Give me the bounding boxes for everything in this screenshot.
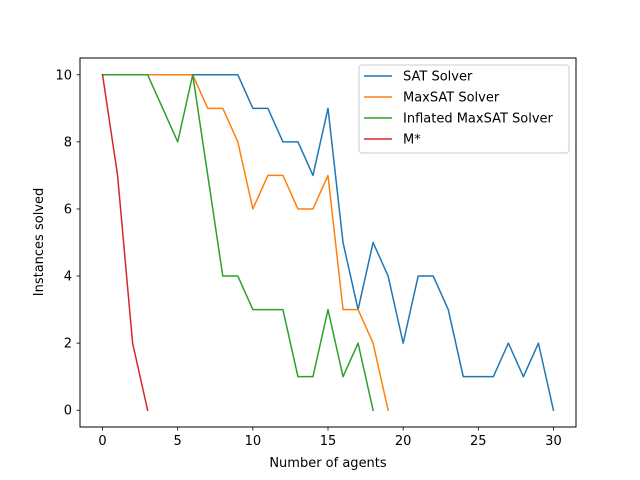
- series-layer: [101, 73, 555, 412]
- x-axis-ticks: 0 5 10 15 20 25 30: [98, 427, 562, 449]
- legend-label-3: M*: [403, 133, 421, 148]
- x-tick-label: 0: [98, 434, 106, 449]
- x-tick-label: 25: [470, 434, 487, 449]
- legend-box: [358, 64, 570, 154]
- x-axis-label: Number of agents: [269, 456, 387, 471]
- x-tick-label: 5: [174, 434, 182, 449]
- y-tick-label: 6: [64, 202, 72, 217]
- y-axis-label: Instances solved: [32, 188, 47, 296]
- legend-label-2: Inflated MaxSAT Solver: [403, 112, 554, 127]
- series-line-1: [101, 74, 390, 412]
- legend-label-0: SAT Solver: [403, 70, 473, 85]
- y-tick-label: 4: [64, 270, 72, 285]
- y-tick-label: 8: [64, 135, 72, 150]
- series-line-2: [101, 74, 374, 412]
- y-tick-label: 2: [64, 337, 72, 352]
- x-tick-label: 20: [395, 434, 412, 449]
- legend: SAT Solver MaxSAT Solver Inflated MaxSAT S…: [358, 64, 570, 154]
- legend-label-1: MaxSAT Solver: [403, 91, 500, 106]
- y-tick-label: 10: [55, 68, 72, 83]
- y-axis-ticks: 0 2 4 6 8 10: [55, 68, 80, 419]
- x-tick-label: 10: [245, 434, 262, 449]
- series-line-3: [101, 73, 149, 412]
- x-tick-label: 30: [545, 434, 562, 449]
- y-tick-label: 0: [64, 404, 72, 419]
- x-tick-label: 15: [320, 434, 337, 449]
